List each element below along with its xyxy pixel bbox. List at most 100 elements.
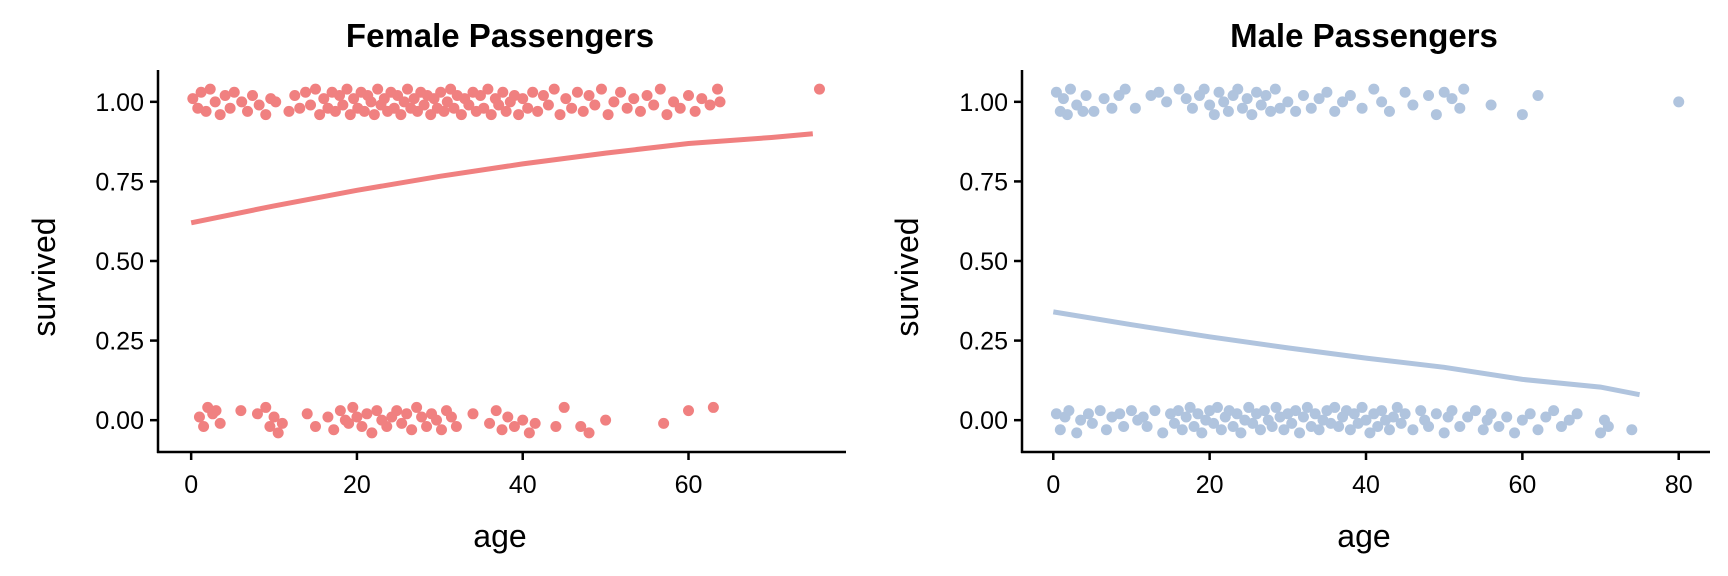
data-point [1333, 421, 1345, 433]
data-point [1516, 109, 1528, 121]
y-axis-label: survived [889, 217, 925, 336]
data-point [1458, 83, 1470, 95]
data-point [289, 89, 301, 101]
data-point [228, 86, 240, 98]
data-point [1313, 93, 1325, 105]
fit-curve [1052, 309, 1641, 398]
data-point [537, 89, 549, 101]
data-point [1395, 417, 1407, 429]
data-point [1532, 89, 1544, 101]
data-point [450, 421, 462, 433]
data-point [1360, 414, 1372, 426]
fit-curve [190, 131, 814, 226]
data-point [1278, 424, 1290, 436]
data-point [583, 427, 595, 439]
y-tick-label: 0.25 [95, 328, 144, 356]
data-point [571, 86, 583, 98]
data-point [260, 401, 272, 413]
data-point [1176, 424, 1188, 436]
data-point [1290, 405, 1302, 417]
data-point [1266, 421, 1278, 433]
data-point [1149, 405, 1161, 417]
data-point [314, 109, 326, 121]
y-tick-label: 0.00 [959, 407, 1008, 435]
data-point [1376, 405, 1388, 417]
data-point [1290, 105, 1302, 117]
data-point [1227, 421, 1239, 433]
data-point [1241, 93, 1253, 105]
data-point [309, 83, 321, 95]
data-point [1399, 408, 1411, 420]
data-point [195, 86, 207, 98]
data-point [490, 405, 502, 417]
data-point [560, 93, 572, 105]
data-point [435, 86, 447, 98]
data-point [1602, 421, 1614, 433]
data-point [1415, 405, 1427, 417]
data-point [1086, 417, 1098, 429]
data-point [1368, 83, 1380, 95]
data-point [438, 105, 450, 117]
data-point [500, 105, 512, 117]
data-point [416, 411, 428, 423]
data-point [455, 109, 467, 121]
data-point [1430, 109, 1442, 121]
data-point [1430, 408, 1442, 420]
data-point [1516, 414, 1528, 426]
data-point [1208, 109, 1220, 121]
data-point [1548, 405, 1560, 417]
data-point [294, 102, 306, 114]
data-point [1050, 408, 1062, 420]
data-point [1218, 96, 1230, 108]
data-point [1161, 96, 1173, 108]
data-point [322, 411, 334, 423]
y-tick-labels: 0.00 0.25 0.50 0.75 1.00 [95, 89, 144, 435]
data-point [334, 405, 346, 417]
y-tick-label: 0.75 [95, 168, 144, 196]
data-point [482, 83, 494, 95]
data-point [513, 109, 525, 121]
data-point [1098, 93, 1110, 105]
data-point [334, 89, 346, 101]
data-point [463, 99, 475, 111]
data-point [1258, 405, 1270, 417]
data-point [517, 93, 529, 105]
data-point [683, 89, 695, 101]
data-point [242, 105, 254, 117]
data-point [1540, 411, 1552, 423]
data-point [1383, 424, 1395, 436]
data-point [276, 417, 288, 429]
data-point [1141, 421, 1153, 433]
data-point [358, 105, 370, 117]
data-point [372, 83, 384, 95]
y-tick-label: 1.00 [95, 89, 144, 117]
data-point [395, 109, 407, 121]
data-point [1595, 427, 1607, 439]
chart-title: Male Passengers [1230, 17, 1498, 54]
data-point [484, 417, 496, 429]
data-point [689, 105, 701, 117]
data-point [198, 421, 210, 433]
data-point [1061, 109, 1073, 121]
data-point [1329, 401, 1341, 413]
data-point [517, 414, 529, 426]
data-point [1313, 424, 1325, 436]
data-point [1485, 408, 1497, 420]
data-point [548, 83, 560, 95]
data-point [318, 93, 330, 105]
data-point [1064, 83, 1076, 95]
data-point [1247, 417, 1259, 429]
data-point [1129, 102, 1141, 114]
data-point [467, 408, 479, 420]
data-point [704, 99, 716, 111]
data-point [236, 96, 248, 108]
data-point [1673, 96, 1685, 108]
data-point [1057, 93, 1069, 105]
data-point [1172, 405, 1184, 417]
data-point [661, 109, 673, 121]
data-point [1180, 411, 1192, 423]
data-point [1321, 86, 1333, 98]
data-point [328, 424, 340, 436]
data-point [1080, 89, 1092, 101]
y-tick-label: 0.25 [959, 328, 1008, 356]
